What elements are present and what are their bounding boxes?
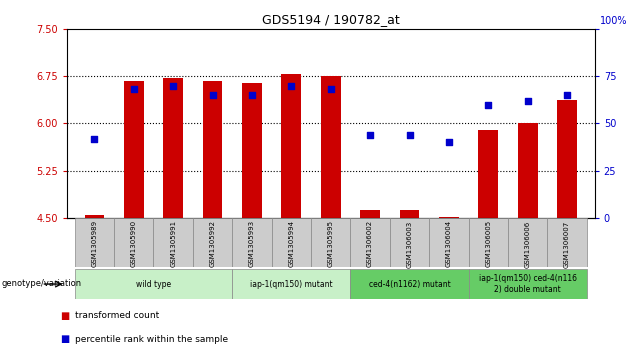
Text: 100%: 100%: [600, 16, 628, 26]
Text: GSM1305989: GSM1305989: [92, 220, 97, 268]
Point: [168, 83, 178, 89]
Text: GSM1306006: GSM1306006: [525, 220, 530, 268]
Text: GSM1306004: GSM1306004: [446, 220, 452, 268]
Bar: [242, 82, 262, 218]
Bar: [114, 218, 153, 267]
Bar: [282, 74, 301, 218]
Point: [483, 102, 494, 107]
Bar: [518, 123, 537, 218]
Bar: [429, 218, 469, 267]
Text: ced-4(n1162) mutant: ced-4(n1162) mutant: [369, 280, 450, 289]
Bar: [548, 218, 587, 267]
Bar: [508, 218, 548, 267]
Bar: [85, 215, 104, 218]
Text: GSM1305994: GSM1305994: [288, 220, 294, 267]
Bar: [469, 269, 587, 299]
Point: [562, 92, 572, 98]
Point: [326, 86, 336, 92]
Bar: [390, 218, 429, 267]
Point: [89, 136, 99, 142]
Text: GSM1306002: GSM1306002: [367, 220, 373, 268]
Bar: [203, 81, 223, 218]
Bar: [478, 130, 498, 218]
Bar: [74, 269, 232, 299]
Text: genotype/variation: genotype/variation: [1, 280, 81, 288]
Text: GSM1305990: GSM1305990: [131, 220, 137, 268]
Text: GSM1306007: GSM1306007: [564, 220, 570, 268]
Bar: [163, 78, 183, 218]
Bar: [124, 81, 144, 218]
Bar: [469, 218, 508, 267]
Bar: [321, 76, 340, 218]
Point: [444, 139, 454, 145]
Bar: [153, 218, 193, 267]
Title: GDS5194 / 190782_at: GDS5194 / 190782_at: [262, 13, 399, 26]
Text: ■: ■: [60, 311, 70, 321]
Text: ■: ■: [60, 334, 70, 344]
Text: wild type: wild type: [136, 280, 171, 289]
Point: [247, 92, 257, 98]
Text: GSM1305993: GSM1305993: [249, 220, 255, 268]
Text: GSM1305991: GSM1305991: [170, 220, 176, 268]
Text: GSM1306003: GSM1306003: [406, 220, 413, 268]
Bar: [399, 209, 419, 218]
Text: GSM1305995: GSM1305995: [328, 220, 334, 267]
Bar: [439, 217, 459, 218]
Text: iap-1(qm150) mutant: iap-1(qm150) mutant: [250, 280, 333, 289]
Text: transformed count: transformed count: [75, 311, 159, 320]
Bar: [232, 218, 272, 267]
Point: [523, 98, 533, 104]
Text: percentile rank within the sample: percentile rank within the sample: [75, 335, 228, 344]
Bar: [74, 218, 114, 267]
Point: [404, 132, 415, 138]
Bar: [311, 218, 350, 267]
Text: GSM1306005: GSM1306005: [485, 220, 491, 268]
Bar: [557, 99, 577, 218]
Bar: [360, 209, 380, 218]
Point: [128, 86, 139, 92]
Bar: [232, 269, 350, 299]
Bar: [350, 218, 390, 267]
Text: iap-1(qm150) ced-4(n116
2) double mutant: iap-1(qm150) ced-4(n116 2) double mutant: [479, 274, 577, 294]
Bar: [193, 218, 232, 267]
Bar: [272, 218, 311, 267]
Point: [207, 92, 218, 98]
Point: [286, 83, 296, 89]
Bar: [350, 269, 469, 299]
Point: [365, 132, 375, 138]
Text: GSM1305992: GSM1305992: [209, 220, 216, 267]
